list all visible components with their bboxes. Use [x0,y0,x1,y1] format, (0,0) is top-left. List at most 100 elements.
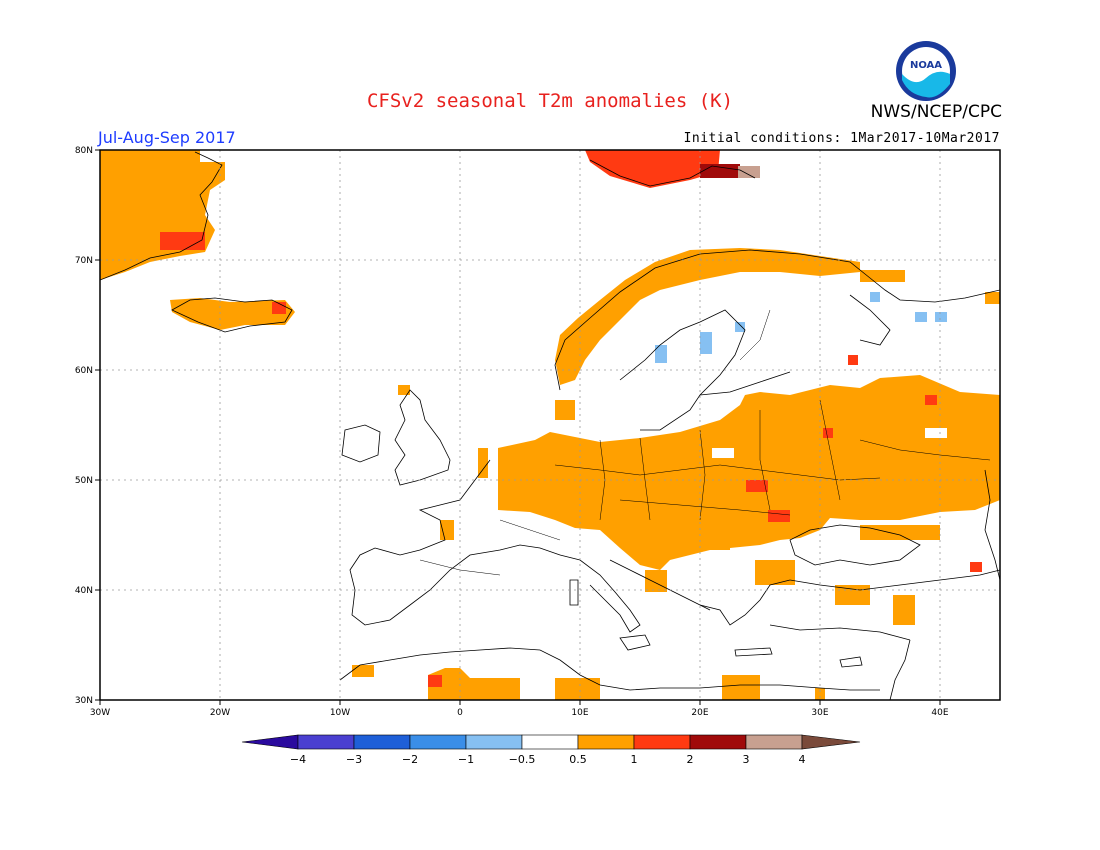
anomaly-region-europe [498,375,1000,570]
colorbar-tick-label: −2 [402,753,418,766]
coast-turkey [789,569,1000,591]
cold-spot-2 [700,332,712,354]
lon-label: 30E [811,708,828,718]
coast-svalbard [589,159,756,187]
warm-spot-russia-1 [925,395,937,405]
coast-white-sea [849,294,891,346]
anomaly-region-britain [478,448,488,478]
anomaly-region-caucasus [860,525,940,540]
lon-label: 10W [330,708,350,718]
anomaly-hole-poland [712,448,734,458]
cold-spot-6 [935,312,947,322]
coast-sardinia [569,579,579,606]
lat-label: 50N [75,476,93,486]
warm-spot-algeria [428,675,442,687]
anomaly-region-greece [755,560,795,585]
anomaly-region-svalbard-extreme [738,166,760,178]
coast-turkey-south [769,624,911,641]
warm-spot-romania [768,510,790,522]
lon-label: 20W [210,708,230,718]
agency-label: NWS/NCEP/CPC [870,102,1002,122]
colorbar-arrow-high [801,734,861,750]
colorbar-tick-label: 3 [743,753,750,766]
axis-ticks [95,149,941,705]
coast-ireland [341,424,381,463]
lon-label: 20E [691,708,708,718]
initial-conditions-label: Initial conditions: 1Mar2017-10Mar2017 [683,131,1000,146]
warm-spot-belarus [823,428,833,438]
coast-baltic [619,309,746,431]
anomaly-region-morocco [352,665,374,677]
lat-label: 60N [75,366,93,376]
colorbar-tick-label: 2 [687,753,694,766]
lat-label: 70N [75,256,93,266]
colorbar-box [465,734,523,750]
coast-levant [889,639,911,700]
colorbar-box [297,734,355,750]
anomaly-region-iceland [170,298,295,330]
colorbar-tick-label: −3 [346,753,362,766]
noaa-logo-text: NOAA [910,60,942,71]
map-title: CFSv2 seasonal T2m anomalies (K) [366,90,734,112]
coast-north-africa [339,647,880,691]
colorbar-boxes [241,734,861,750]
latitude-labels: 80N 70N 60N 50N 40N 30N [75,146,93,706]
colorbar-tick-label: −0.5 [509,753,536,766]
anomaly-region-balkans [700,530,730,550]
graticule [100,150,1000,700]
warm-spot-caucasus [970,562,982,572]
longitude-labels: 30W 20W 10W 0 10E 20E 30E 40E [90,708,949,718]
colorbar-tick-label: 1 [631,753,638,766]
lat-label: 30N [75,696,93,706]
season-label: Jul-Aug-Sep 2017 [98,128,236,147]
colorbar-tick-label: −1 [458,753,474,766]
anomaly-region-scandinavia [555,248,860,385]
coast-gulf-finland [699,371,791,396]
coast-sicily [619,634,651,651]
anomaly-region-egypt-east [815,688,825,700]
lat-label: 40N [75,586,93,596]
coast-italy [559,554,641,633]
coast-caspian [984,469,1000,581]
cold-spot-4 [870,292,880,302]
lat-label: 80N [75,146,93,156]
colorbar-tick-label: −4 [290,753,306,766]
colorbar-tick-label: 0.5 [569,753,587,766]
coastlines [100,151,1000,700]
cold-spot-5 [915,312,927,322]
coast-cyprus [839,656,863,668]
colorbar-box [633,734,691,750]
anomaly-hole-russia [925,428,947,438]
colorbar-labels: −4 −3 −2 −1 −0.5 0.5 1 2 3 4 [290,753,806,766]
map-frame [99,149,1001,701]
anomaly-region-south-norway [555,400,575,420]
lon-label: 0 [457,708,463,718]
colorbar-box [577,734,635,750]
anomaly-region-north-africa [428,668,520,700]
colorbar-box [353,734,411,750]
anomaly-region-egypt [722,675,760,700]
warm-spot-ukraine [746,480,768,492]
colorbar-box [521,734,579,750]
lon-label: 30W [90,708,110,718]
colorbar-arrow-low [241,734,299,750]
coast-britain [394,389,451,486]
anomaly-region-italy [645,570,667,592]
coast-black-sea [789,524,921,566]
anomaly-region-north-russia-edge [985,292,1000,304]
coast-scandinavia [554,249,1000,391]
coast-crete [734,647,773,657]
colorbar-box [689,734,747,750]
noaa-logo: NOAA [896,41,956,101]
anomaly-region-scotland [398,385,410,395]
country-borders [419,309,991,576]
lon-label: 10E [571,708,588,718]
colorbar-box [409,734,467,750]
colorbar-box [745,734,803,750]
coast-western-europe [349,459,561,626]
coast-greece [699,579,791,626]
cold-spot-3 [735,322,745,332]
anomaly-region-greenland-warm [160,232,205,250]
